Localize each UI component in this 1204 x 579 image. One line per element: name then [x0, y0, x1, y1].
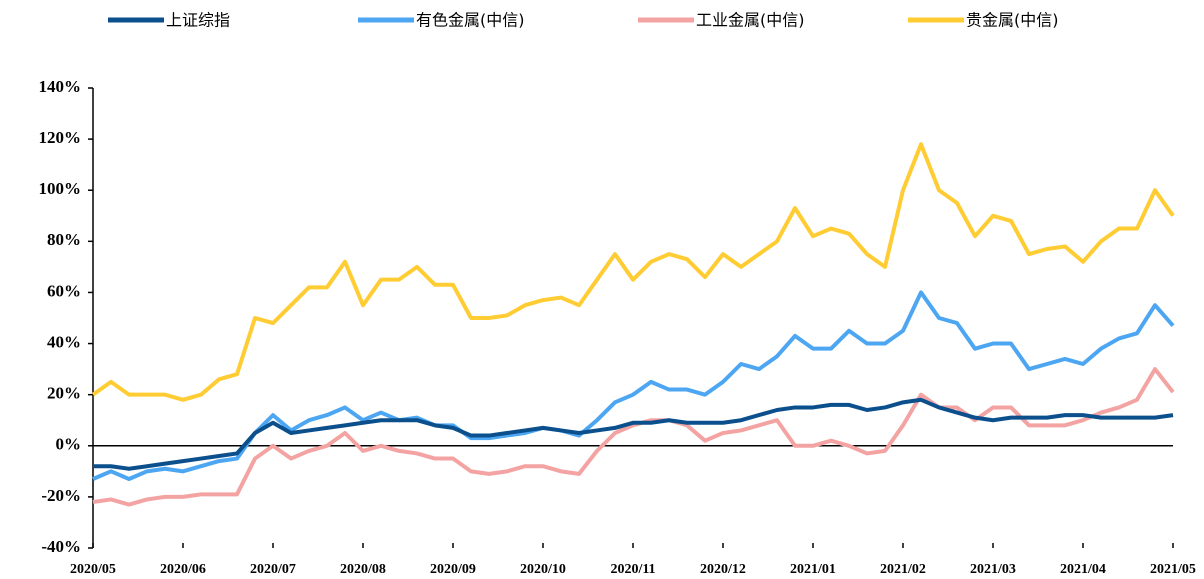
y-tick-label: 60% [47, 281, 81, 300]
x-tick-label: 2020/11 [610, 562, 655, 577]
x-tick-label: 2021/02 [880, 562, 926, 577]
x-tick-label: 2021/01 [790, 562, 836, 577]
y-tick-label: 20% [47, 384, 81, 403]
y-tick-label: 80% [47, 230, 81, 249]
x-tick-label: 2020/06 [160, 562, 206, 577]
y-tick-label: 0% [56, 435, 82, 454]
series-line [93, 397, 1174, 471]
legend-label: 上证综指 [166, 11, 230, 30]
y-tick-label: -20% [41, 486, 81, 505]
series-line [92, 290, 1175, 481]
y-tick-label: 40% [47, 332, 81, 351]
y-tick-label: 140% [39, 77, 82, 96]
y-tick-label: 120% [39, 128, 82, 147]
legend-label: 有色金属(中信) [416, 11, 525, 30]
x-tick-label: 2020/08 [340, 562, 386, 577]
x-tick-label: 2020/12 [700, 562, 746, 577]
series-line [91, 142, 1175, 402]
y-tick-label: 100% [39, 179, 82, 198]
x-tick-label: 2021/04 [1060, 562, 1106, 577]
x-tick-label: 2020/09 [430, 562, 476, 577]
legend-label: 贵金属(中信) [966, 11, 1059, 30]
x-tick-label: 2020/07 [250, 562, 296, 577]
x-tick-label: 2021/03 [970, 562, 1016, 577]
x-tick-label: 2020/05 [70, 562, 116, 577]
x-tick-label: 2021/05 [1150, 562, 1196, 577]
series-line [92, 367, 1175, 507]
x-tick-label: 2020/10 [520, 562, 566, 577]
legend-label: 工业金属(中信) [696, 11, 805, 30]
y-tick-label: -40% [41, 537, 81, 556]
